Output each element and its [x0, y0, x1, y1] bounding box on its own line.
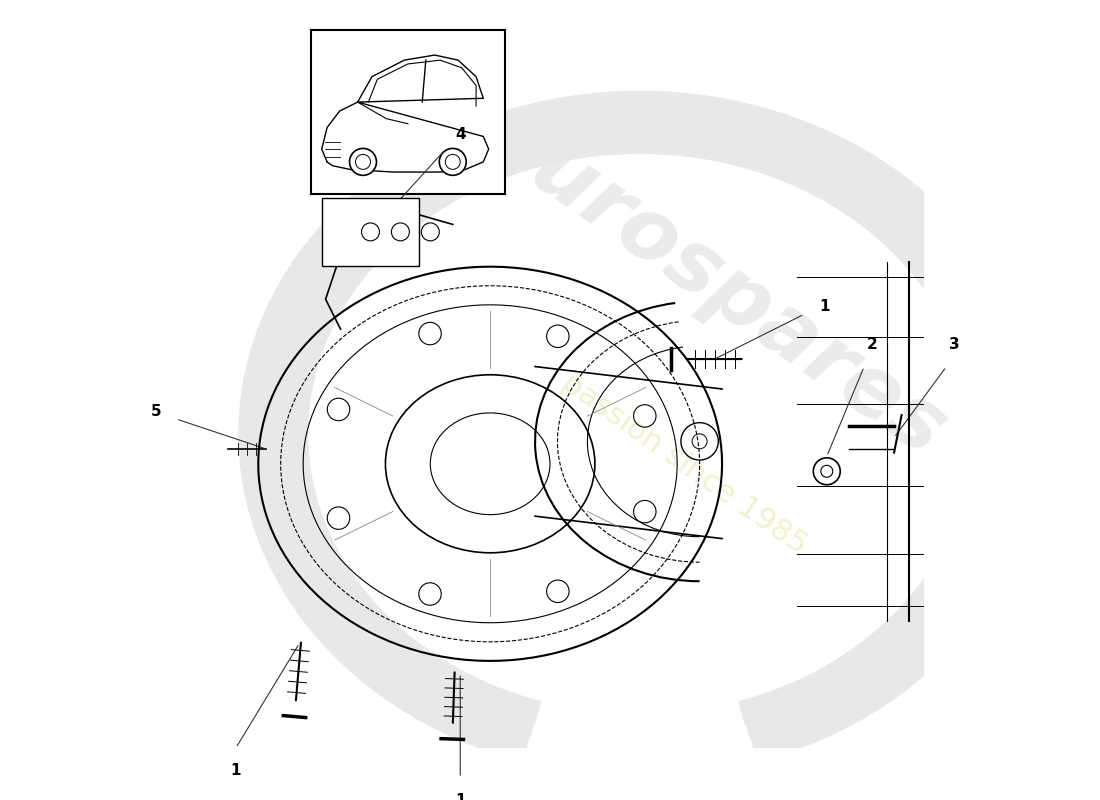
Text: 1: 1	[820, 299, 829, 314]
Text: 1: 1	[455, 793, 465, 800]
Text: passion since 1985: passion since 1985	[557, 368, 813, 559]
Circle shape	[439, 149, 466, 175]
Text: 4: 4	[455, 127, 465, 142]
Text: 5: 5	[151, 404, 161, 419]
Text: eurospares: eurospares	[468, 94, 961, 474]
Text: 2: 2	[867, 337, 877, 351]
Circle shape	[350, 149, 376, 175]
Text: 1: 1	[231, 763, 241, 778]
FancyBboxPatch shape	[322, 198, 419, 266]
FancyBboxPatch shape	[310, 30, 505, 194]
Text: 3: 3	[948, 337, 959, 351]
